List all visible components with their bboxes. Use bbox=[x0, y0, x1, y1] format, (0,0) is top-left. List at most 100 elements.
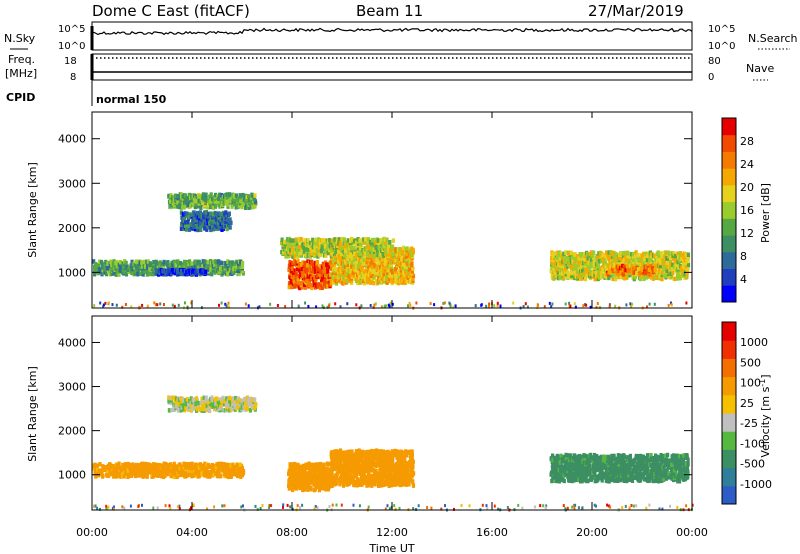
power-noise-cell bbox=[648, 302, 651, 306]
velocity-cell bbox=[106, 468, 110, 474]
velocity-cell bbox=[562, 478, 566, 484]
velocity-cell bbox=[327, 471, 331, 476]
power-cell bbox=[114, 266, 118, 271]
velocity-cell bbox=[390, 449, 394, 454]
power-echo-region bbox=[154, 267, 208, 277]
velocity-cell bbox=[389, 470, 393, 476]
power-cell bbox=[371, 264, 375, 270]
power-cell bbox=[204, 269, 208, 274]
velocity-cell bbox=[363, 480, 367, 486]
power-cell bbox=[411, 273, 416, 279]
power-noise-cell bbox=[307, 304, 310, 308]
power-cell bbox=[590, 253, 594, 258]
power-cell bbox=[130, 259, 134, 265]
power-cell bbox=[98, 259, 102, 264]
velocity-cell bbox=[369, 478, 373, 483]
power-cell bbox=[179, 199, 183, 205]
power-noise-cell bbox=[258, 305, 261, 309]
velocity-noise-cell bbox=[137, 505, 140, 508]
velocity-noise-cell bbox=[566, 506, 569, 510]
power-cell bbox=[621, 253, 625, 259]
velocity-cell bbox=[348, 473, 352, 479]
power-cell bbox=[197, 194, 201, 199]
power-cell bbox=[124, 260, 128, 266]
power-cell bbox=[295, 241, 299, 246]
power-cell bbox=[287, 284, 291, 290]
power-cell bbox=[340, 251, 344, 257]
velocity-cell bbox=[363, 461, 367, 467]
power-noise-cell bbox=[155, 303, 157, 307]
power-cell bbox=[225, 195, 229, 200]
velocity-cell bbox=[353, 482, 357, 488]
velocity-cell bbox=[558, 460, 562, 465]
power-cell bbox=[564, 259, 568, 264]
power-cell bbox=[403, 257, 407, 262]
power-cell bbox=[569, 250, 573, 256]
power-y-tick-label: 2000 bbox=[58, 222, 86, 235]
power-cell bbox=[369, 267, 373, 272]
power-cell bbox=[318, 285, 322, 291]
velocity-cell bbox=[347, 471, 351, 476]
velocity-noise-cell bbox=[632, 504, 635, 508]
power-cell bbox=[629, 254, 633, 259]
velocity-cell bbox=[340, 463, 345, 468]
power-cell bbox=[578, 273, 583, 279]
power-cell bbox=[301, 260, 305, 265]
velocity-noise-cell bbox=[328, 505, 331, 508]
power-cell bbox=[358, 238, 362, 243]
velocity-cell bbox=[180, 467, 184, 473]
power-cell bbox=[326, 250, 330, 256]
velocity-noise-cell bbox=[571, 505, 574, 509]
power-cell bbox=[294, 237, 298, 242]
power-cell bbox=[358, 270, 362, 275]
power-cell bbox=[556, 266, 560, 272]
power-cell bbox=[406, 256, 410, 262]
power-cell bbox=[584, 276, 588, 282]
power-cell bbox=[176, 259, 180, 264]
power-cell bbox=[111, 261, 115, 267]
power-cell bbox=[549, 268, 553, 273]
power-cell bbox=[296, 259, 300, 264]
velocity-cell bbox=[404, 449, 408, 454]
velocity-cell bbox=[319, 461, 323, 467]
velocity-noise-cell bbox=[635, 504, 638, 508]
power-cell bbox=[644, 275, 648, 280]
power-cell bbox=[192, 219, 197, 224]
power-cell bbox=[228, 268, 232, 273]
power-noise-cell bbox=[670, 301, 672, 305]
power-cell bbox=[183, 193, 188, 198]
power-noise-cell bbox=[485, 304, 488, 308]
power-cell bbox=[302, 272, 306, 277]
power-cell bbox=[405, 246, 409, 251]
power-cell bbox=[669, 261, 673, 267]
noise-right-tick-top: 10^5 bbox=[708, 24, 735, 35]
power-cell bbox=[671, 270, 675, 276]
velocity-cell bbox=[557, 479, 561, 484]
power-cell bbox=[589, 270, 594, 275]
power-noise-cell bbox=[146, 304, 149, 308]
velocity-cell bbox=[94, 466, 98, 472]
power-colorbar-swatch bbox=[722, 285, 736, 303]
power-cell bbox=[361, 261, 366, 266]
power-colorbar-tick-label: 28 bbox=[740, 135, 754, 148]
velocity-cell bbox=[387, 483, 391, 488]
velocity-cell bbox=[325, 461, 329, 466]
power-cell bbox=[292, 242, 296, 247]
power-cell bbox=[110, 261, 114, 266]
power-cell bbox=[352, 262, 356, 267]
power-cell bbox=[299, 237, 303, 242]
date-label: 27/Mar/2019 bbox=[588, 2, 684, 20]
velocity-cell bbox=[569, 453, 573, 458]
velocity-cell bbox=[396, 469, 400, 474]
velocity-cell bbox=[212, 468, 216, 473]
power-cell bbox=[323, 281, 327, 287]
velocity-cell bbox=[566, 459, 570, 464]
power-cell bbox=[92, 259, 96, 264]
power-cell bbox=[178, 202, 182, 208]
velocity-cell bbox=[203, 461, 207, 467]
velocity-cell bbox=[222, 462, 226, 467]
power-cell bbox=[333, 237, 337, 242]
velocity-cell bbox=[94, 474, 98, 479]
velocity-cell bbox=[164, 464, 168, 470]
power-noise-cell bbox=[608, 303, 611, 307]
